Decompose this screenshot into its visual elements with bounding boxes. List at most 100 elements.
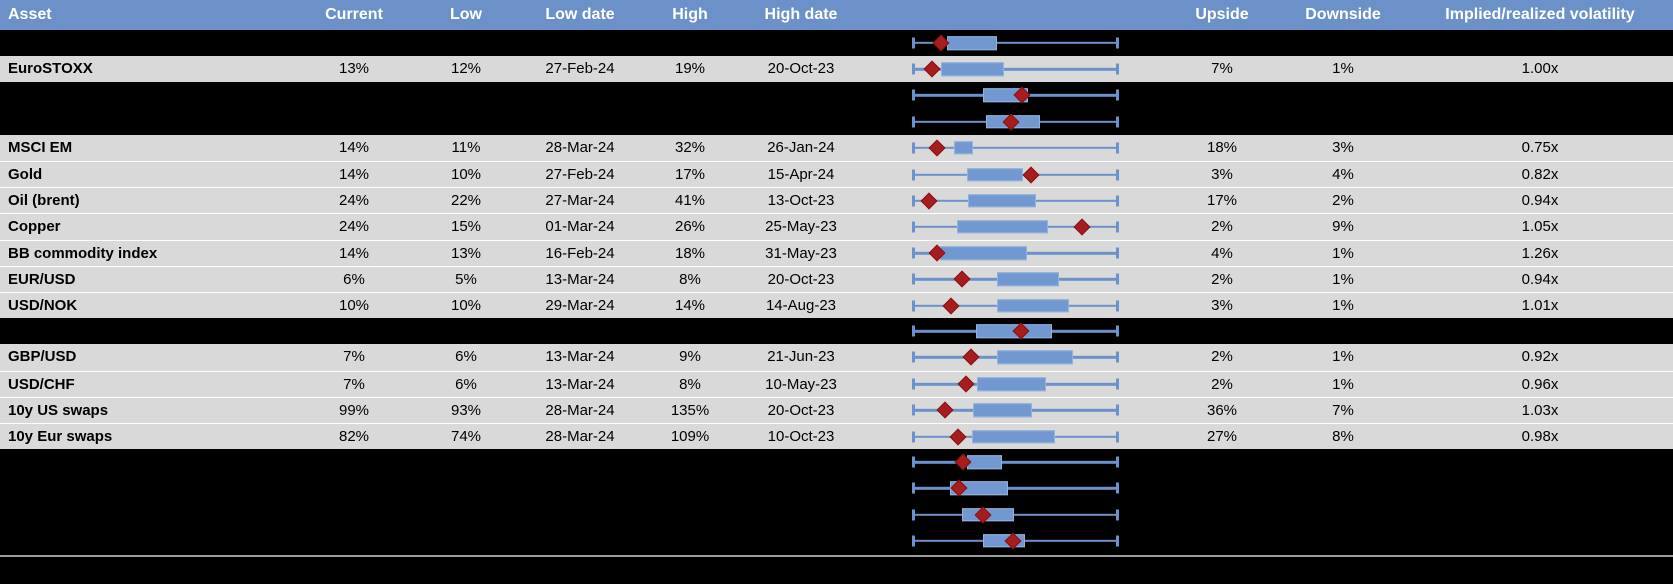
low-date-value: 28-Mar-24 xyxy=(545,428,615,445)
range-boxplot xyxy=(912,138,1119,158)
current-marker-diamond xyxy=(1022,166,1040,184)
low-value xyxy=(416,109,516,135)
low-date-value xyxy=(510,502,650,528)
implied-realized-value xyxy=(1440,502,1640,528)
range-boxplot xyxy=(912,112,1119,132)
current-marker-diamond xyxy=(920,192,938,210)
implied-realized-value: 0.75x xyxy=(1521,138,1559,156)
whisker-cap-left xyxy=(912,116,915,128)
table-row: MSCI EM 14% 11% 28-Mar-24 32% 26-Jan-24 … xyxy=(0,134,1673,161)
whisker-cap-left xyxy=(912,509,915,521)
asset-name xyxy=(8,109,298,135)
implied-realized-value: 0.98x xyxy=(1521,428,1559,445)
table-row: EUR/USD 6% 5% 13-Mar-24 8% 20-Oct-23 2% … xyxy=(0,265,1673,292)
boxplot-box xyxy=(997,298,1069,313)
whisker-cap-left xyxy=(912,89,915,101)
low-date-value xyxy=(510,528,650,554)
current-value: 7% xyxy=(343,348,365,366)
high-value xyxy=(640,109,740,135)
high-date-value: 14-Aug-23 xyxy=(765,297,837,314)
boxplot-box xyxy=(957,220,1049,234)
whisker-cap-left xyxy=(912,169,915,181)
whisker-cap-right xyxy=(1116,195,1119,207)
current-value: 14% xyxy=(338,166,370,183)
whisker-line xyxy=(913,487,1118,490)
current-marker-diamond xyxy=(928,139,946,157)
range-boxplot xyxy=(912,452,1119,472)
whisker-cap-left xyxy=(912,37,915,49)
high-value: 19% xyxy=(674,60,706,78)
downside-value: 4% xyxy=(1332,166,1354,183)
upside-value: 18% xyxy=(1206,138,1238,156)
current-value: 82% xyxy=(338,428,370,445)
whisker-cap-left xyxy=(912,195,915,207)
upside-value: 3% xyxy=(1211,166,1233,183)
high-value: 8% xyxy=(679,375,701,393)
high-date-value: 20-Oct-23 xyxy=(767,401,835,419)
implied-realized-value: 1.26x xyxy=(1521,244,1559,262)
implied-realized-value: 0.82x xyxy=(1521,166,1559,183)
upside-value: 4% xyxy=(1211,244,1233,262)
high-date-value: 26-Jan-24 xyxy=(767,138,835,156)
asset-name: EUR/USD xyxy=(8,270,76,288)
implied-realized-value xyxy=(1440,82,1640,108)
whisker-cap-left xyxy=(912,300,915,312)
implied-realized-value xyxy=(1440,30,1640,56)
upside-value xyxy=(1172,318,1272,344)
asset-name: MSCI EM xyxy=(8,138,73,156)
upside-value xyxy=(1172,528,1272,554)
low-date-value xyxy=(510,475,650,501)
low-date-value: 28-Mar-24 xyxy=(545,138,615,156)
range-boxplot xyxy=(912,59,1119,79)
table-row: GBP/USD 7% 6% 13-Mar-24 9% 21-Jun-23 2% … xyxy=(0,344,1673,371)
upside-value xyxy=(1172,475,1272,501)
range-boxplot xyxy=(912,191,1119,211)
range-boxplot xyxy=(912,243,1119,263)
range-boxplot xyxy=(912,85,1119,105)
whisker-cap-right xyxy=(1116,247,1119,259)
low-value: 10% xyxy=(450,166,482,183)
downside-value: 1% xyxy=(1332,244,1354,262)
upside-value xyxy=(1172,109,1272,135)
low-date-value: 28-Mar-24 xyxy=(545,401,615,419)
implied-realized-value: 1.03x xyxy=(1521,401,1559,419)
current-value xyxy=(304,475,404,501)
whisker-cap-right xyxy=(1116,456,1119,468)
low-value: 10% xyxy=(450,297,482,314)
table-row xyxy=(0,318,1673,345)
asset-name xyxy=(8,82,298,108)
high-date-value: 20-Oct-23 xyxy=(767,60,835,78)
range-boxplot xyxy=(912,347,1119,367)
footer-black-area xyxy=(0,557,1673,584)
asset-name: Oil (brent) xyxy=(8,192,80,210)
implied-realized-value xyxy=(1440,318,1640,344)
asset-name: USD/CHF xyxy=(8,375,75,393)
table-row xyxy=(0,475,1673,502)
range-boxplot xyxy=(912,165,1119,185)
downside-value xyxy=(1293,82,1393,108)
low-value xyxy=(416,318,516,344)
low-date-value xyxy=(510,109,650,135)
high-value: 32% xyxy=(674,138,706,156)
low-value: 22% xyxy=(450,192,482,210)
whisker-cap-left xyxy=(912,378,915,390)
implied-realized-value: 0.94x xyxy=(1521,270,1559,288)
asset-name xyxy=(8,475,298,501)
whisker-cap-right xyxy=(1116,142,1119,154)
downside-value: 1% xyxy=(1332,60,1354,78)
high-date-value: 21-Jun-23 xyxy=(767,348,835,366)
whisker-cap-left xyxy=(912,456,915,468)
boxplot-box xyxy=(967,194,1036,208)
upside-value: 17% xyxy=(1206,192,1238,210)
high-date-value: 13-Oct-23 xyxy=(767,192,835,210)
low-date-value: 16-Feb-24 xyxy=(545,244,615,262)
downside-value: 3% xyxy=(1332,138,1354,156)
table-row xyxy=(0,449,1673,476)
whisker-cap-right xyxy=(1116,482,1119,494)
low-date-value: 27-Feb-24 xyxy=(545,166,615,183)
upside-value xyxy=(1172,30,1272,56)
current-marker-diamond xyxy=(949,428,967,446)
asset-name: USD/NOK xyxy=(8,297,78,314)
asset-name: Gold xyxy=(8,166,43,183)
table-row: USD/CHF 7% 6% 13-Mar-24 8% 10-May-23 2% … xyxy=(0,370,1673,397)
